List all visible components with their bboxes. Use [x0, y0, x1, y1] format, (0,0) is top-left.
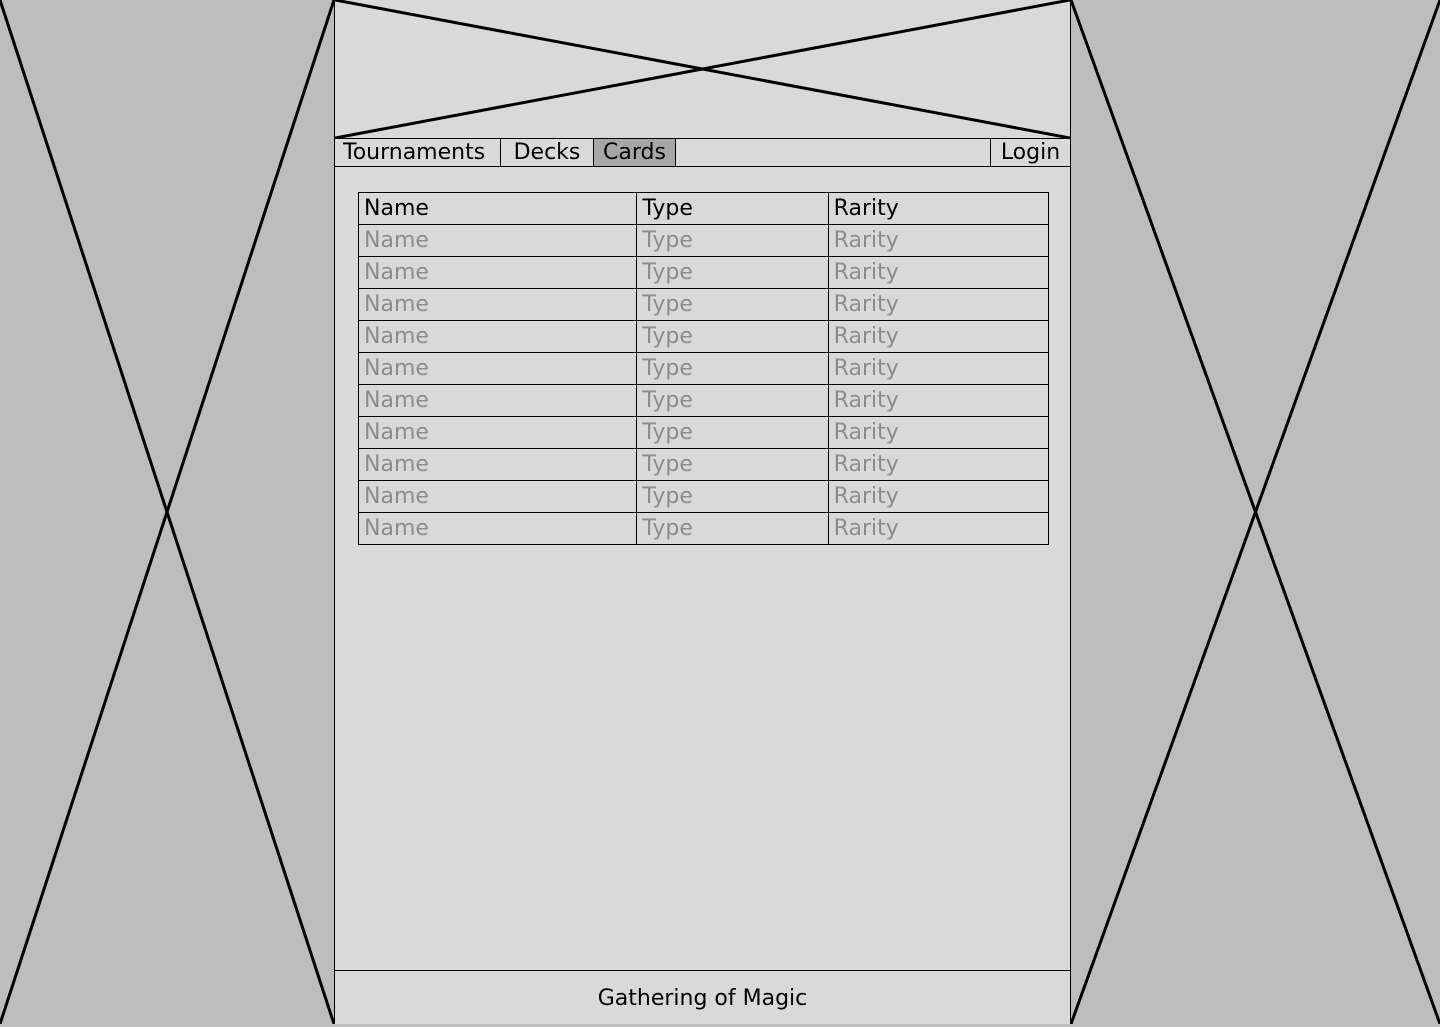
cell-type: Type [636, 288, 829, 321]
cell-rarity: Rarity [827, 480, 1050, 513]
table-row[interactable]: Name Type Rarity [357, 288, 1050, 321]
table-row[interactable]: Name Type Rarity [357, 512, 1050, 545]
cell-name: Name [357, 320, 638, 353]
cell-type: Type [636, 352, 829, 385]
column-header-rarity[interactable]: Rarity [827, 192, 1050, 225]
table-row[interactable]: Name Type Rarity [357, 224, 1050, 257]
main-column: Tournaments Decks Cards Login Name Type … [334, 0, 1071, 1024]
cell-name: Name [357, 224, 638, 257]
cell-type: Type [636, 256, 829, 289]
cell-rarity: Rarity [827, 288, 1050, 321]
cell-name: Name [357, 480, 638, 513]
footer: Gathering of Magic [335, 970, 1070, 1024]
cell-rarity: Rarity [827, 256, 1050, 289]
tab-tournaments[interactable]: Tournaments [335, 139, 501, 166]
table-row[interactable]: Name Type Rarity [357, 384, 1050, 417]
right-side-placeholder [1071, 0, 1440, 1024]
cell-type: Type [636, 512, 829, 545]
image-placeholder-icon [0, 0, 334, 1024]
cell-rarity: Rarity [827, 352, 1050, 385]
image-placeholder-icon [335, 0, 1070, 138]
table-row[interactable]: Name Type Rarity [357, 480, 1050, 513]
image-placeholder-icon [1071, 0, 1440, 1024]
cell-rarity: Rarity [827, 512, 1050, 545]
navigation-bar: Tournaments Decks Cards Login [335, 138, 1070, 167]
cell-type: Type [636, 320, 829, 353]
footer-text: Gathering of Magic [597, 986, 808, 1011]
cell-rarity: Rarity [827, 416, 1050, 449]
login-button[interactable]: Login [990, 139, 1070, 166]
cell-type: Type [636, 480, 829, 513]
column-header-type[interactable]: Type [636, 192, 829, 225]
cell-name: Name [357, 288, 638, 321]
column-header-name[interactable]: Name [357, 192, 638, 225]
cell-type: Type [636, 448, 829, 481]
table-header-row: Name Type Rarity [357, 192, 1050, 225]
cell-rarity: Rarity [827, 448, 1050, 481]
left-side-placeholder [0, 0, 334, 1024]
tab-decks[interactable]: Decks [501, 139, 594, 166]
table-row[interactable]: Name Type Rarity [357, 352, 1050, 385]
header-banner-placeholder [335, 0, 1070, 138]
cell-name: Name [357, 416, 638, 449]
cell-name: Name [357, 448, 638, 481]
cell-rarity: Rarity [827, 224, 1050, 257]
cell-type: Type [636, 384, 829, 417]
table-row[interactable]: Name Type Rarity [357, 448, 1050, 481]
nav-spacer [676, 139, 990, 166]
cell-name: Name [357, 256, 638, 289]
table-row[interactable]: Name Type Rarity [357, 256, 1050, 289]
cell-rarity: Rarity [827, 320, 1050, 353]
cell-name: Name [357, 512, 638, 545]
cell-name: Name [357, 352, 638, 385]
cards-table: Name Type Rarity Name Type Rarity Name T… [357, 192, 1050, 545]
cell-name: Name [357, 384, 638, 417]
tab-cards[interactable]: Cards [594, 139, 676, 166]
table-row[interactable]: Name Type Rarity [357, 416, 1050, 449]
cell-type: Type [636, 416, 829, 449]
cell-type: Type [636, 224, 829, 257]
table-row[interactable]: Name Type Rarity [357, 320, 1050, 353]
cell-rarity: Rarity [827, 384, 1050, 417]
